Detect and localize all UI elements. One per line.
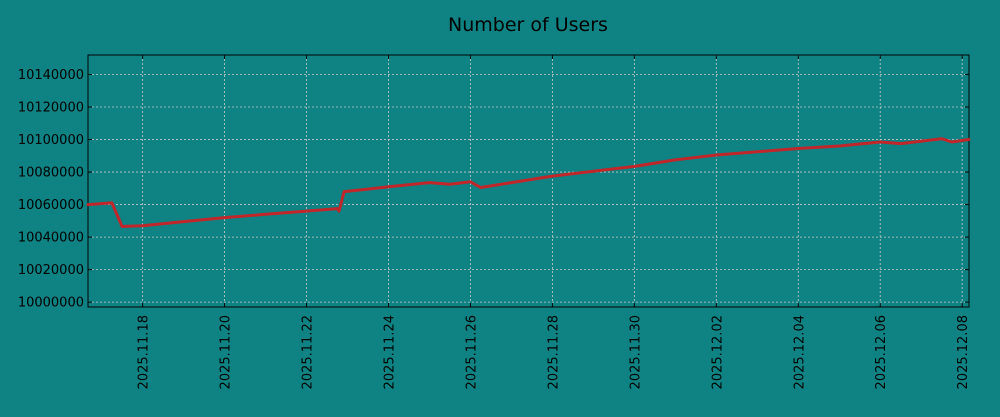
x-tick-label: 2025.12.04 [792, 315, 807, 389]
x-tick-label: 2025.11.18 [137, 315, 152, 389]
x-tick-label: 2025.11.24 [382, 315, 397, 389]
x-tick-label: 2025.11.26 [464, 315, 479, 389]
y-tick-label: 10000000 [18, 296, 84, 311]
x-tick-label: 2025.11.30 [628, 315, 643, 389]
x-tick-label: 2025.11.28 [546, 315, 561, 389]
y-tick-label: 10020000 [18, 263, 84, 278]
series-line [86, 137, 971, 228]
x-tick-label: 2025.12.06 [874, 315, 889, 389]
x-tick-label: 2025.12.08 [956, 315, 971, 389]
y-tick-label: 10040000 [18, 231, 84, 246]
series-group [86, 137, 971, 228]
y-tick-label: 10120000 [18, 101, 84, 116]
y-tick-label: 10060000 [18, 198, 84, 213]
x-tick-label: 2025.11.20 [219, 315, 234, 389]
x-tick-label: 2025.12.02 [710, 315, 725, 389]
x-axis: 2025.11.18 2025.11.20 2025.11.22 2025.11.24… [137, 55, 971, 389]
chart-title: Number of Users [448, 14, 608, 36]
grid-lines [88, 55, 969, 307]
y-axis: 10000000 10020000 10040000 10060000 10080000… [18, 68, 969, 311]
y-tick-label: 10100000 [18, 133, 84, 148]
y-tick-label: 10080000 [18, 166, 84, 181]
y-tick-label: 10140000 [18, 68, 84, 83]
x-tick-label: 2025.11.22 [301, 315, 316, 389]
